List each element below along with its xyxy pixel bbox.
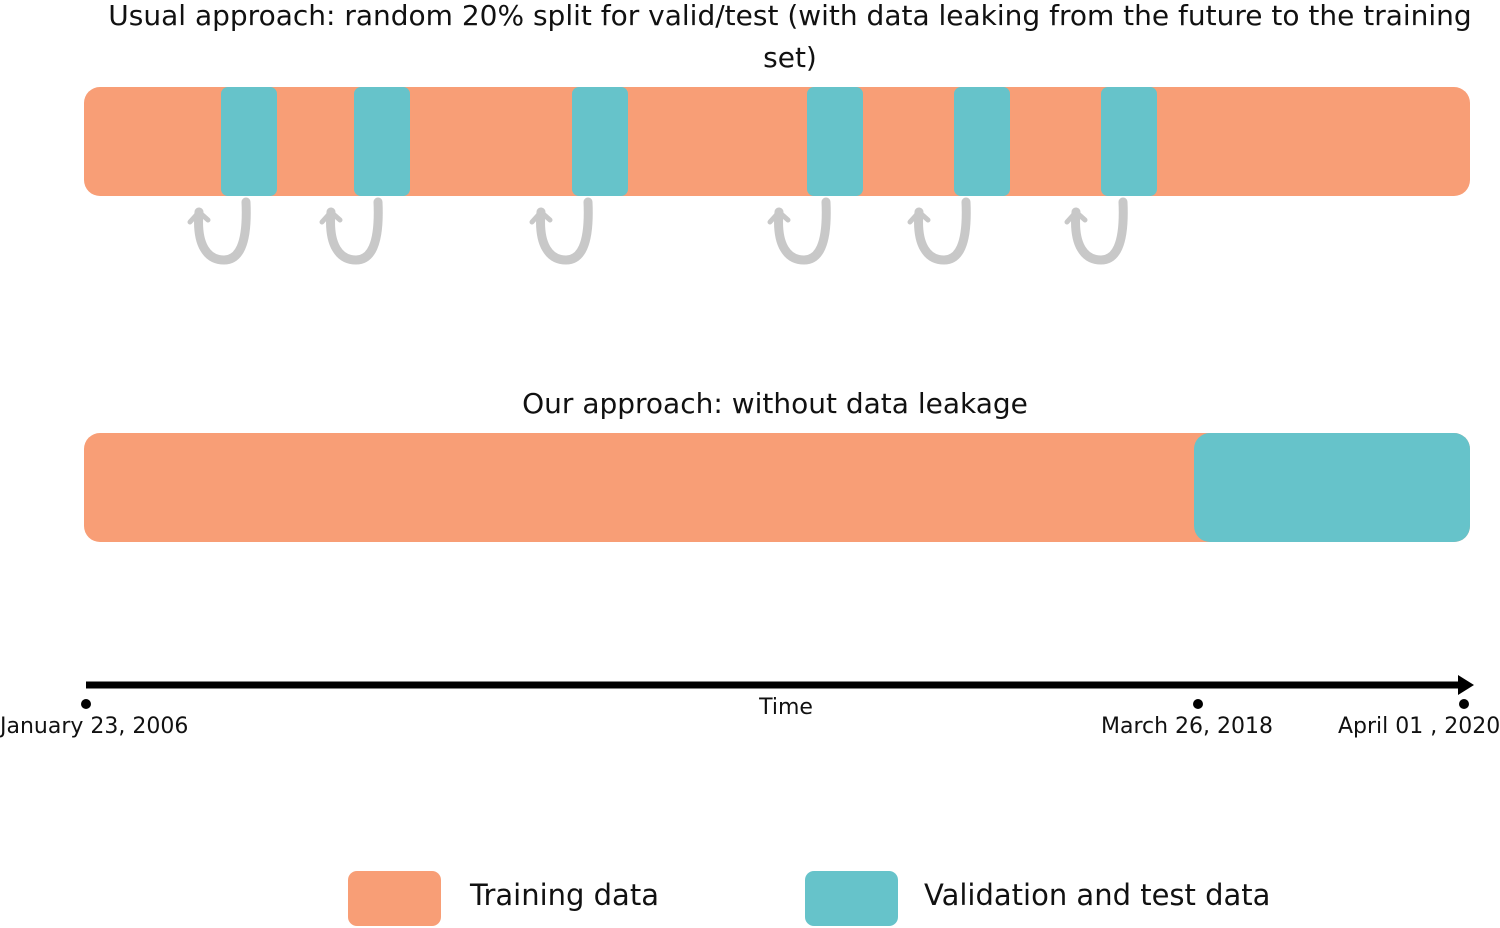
our-approach-title: Our approach: without data leakage	[522, 387, 1028, 420]
validation-segment-4	[807, 87, 863, 196]
validation-segment-5	[954, 87, 1010, 196]
tick-label-split: March 26, 2018	[1101, 714, 1274, 739]
validation-segment-2	[354, 87, 410, 196]
training-segment	[84, 87, 1470, 196]
legend-training-label: Training data	[470, 878, 659, 912]
tick-label-end: April 01 , 2020	[1338, 714, 1500, 739]
usual-approach-title: Usual approach: random 20% split for val…	[108, 0, 1472, 74]
timeline-axis	[81, 675, 1474, 709]
leak-arrow-3-icon	[529, 197, 593, 265]
validation-segment-3	[572, 87, 628, 196]
validation-segment-6	[1101, 87, 1157, 196]
leak-arrow-2-icon	[319, 197, 383, 265]
usual-approach-bar	[84, 87, 1470, 196]
legend-training-swatch	[348, 871, 441, 926]
leak-arrow-4-icon	[767, 197, 831, 265]
leak-arrow-1-icon	[187, 197, 251, 265]
tick-dot-split	[1193, 699, 1203, 709]
leak-arrow-5-icon	[907, 197, 971, 265]
validation-segment	[1194, 433, 1470, 542]
legend-validation-swatch	[805, 871, 898, 926]
time-axis-label: Time	[759, 695, 813, 720]
tick-dot-start	[81, 699, 91, 709]
legend-validation-label: Validation and test data	[924, 878, 1271, 912]
tick-dot-end	[1459, 699, 1469, 709]
our-approach-bar	[84, 433, 1470, 542]
validation-segment-1	[221, 87, 277, 196]
leak-arrow-6-icon	[1064, 197, 1128, 265]
tick-label-start: January 23, 2006	[0, 714, 189, 739]
